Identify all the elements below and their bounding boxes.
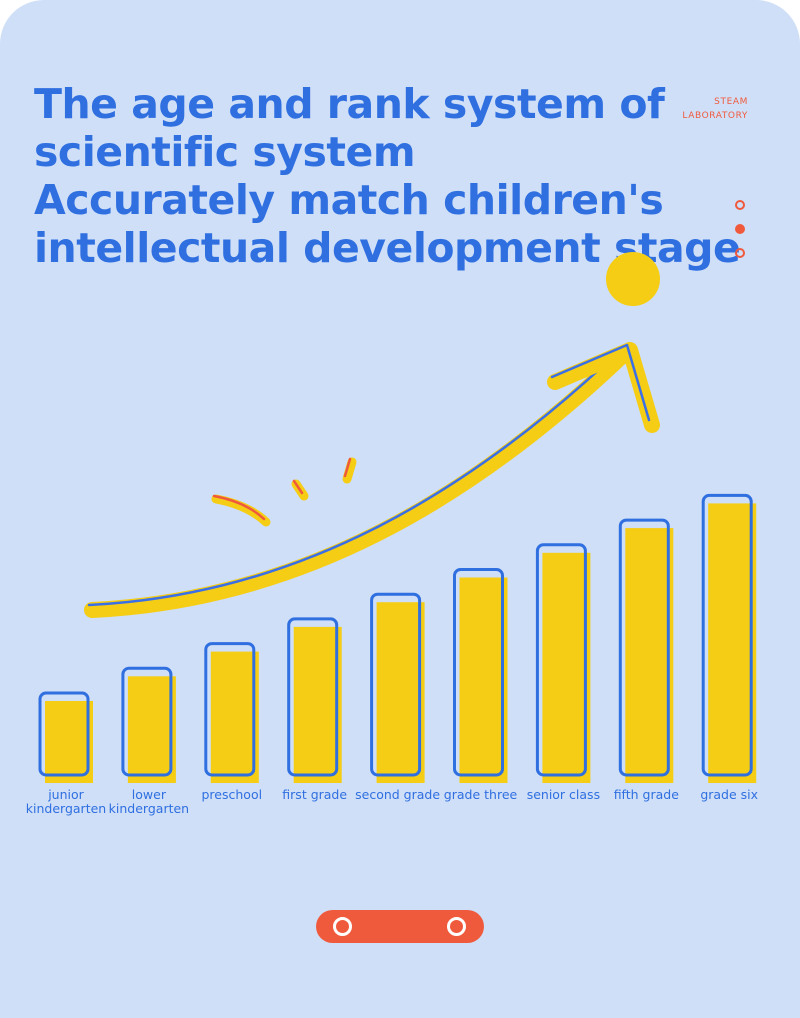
x-tick-label: first grade — [282, 787, 348, 802]
x-tick-label: preschool — [201, 787, 263, 802]
bar-fill — [376, 602, 425, 783]
pager-dot — [735, 248, 745, 258]
spark-mark-outline — [292, 479, 304, 495]
trend-arrow-head-fill — [547, 342, 660, 433]
trend-arrow-head-outline — [550, 343, 651, 422]
x-tick-label: lower kindergarten — [108, 787, 190, 816]
bar-fill — [708, 503, 757, 783]
brand-line-2: LABORATORY — [682, 111, 748, 121]
bar — [121, 666, 173, 777]
bar-fill — [542, 552, 591, 783]
bar — [370, 592, 422, 777]
headline: The age and rank system of scientific sy… — [34, 80, 741, 272]
bar — [618, 518, 670, 777]
headline-line-3: Accurately match children's — [34, 176, 664, 224]
pager-dot-active — [735, 224, 745, 234]
bar — [453, 568, 504, 777]
x-tick-label: senior class — [526, 787, 601, 802]
headline-line-2: scientific system — [34, 128, 416, 176]
bar — [535, 543, 587, 777]
pager-dot — [735, 200, 745, 210]
trend-arrow-shaft-fill — [84, 348, 630, 618]
bar-fill — [45, 701, 93, 783]
trend-arrow-shaft-outline — [87, 349, 621, 607]
pill-ring-left — [333, 917, 352, 936]
bar-fill — [293, 626, 342, 783]
bar-fill — [625, 528, 674, 783]
trend-arrow — [84, 342, 660, 618]
decorative-pill — [316, 910, 484, 943]
brand-line-1: STEAM — [714, 97, 748, 107]
brand-label: STEAM LABORATORY — [682, 95, 748, 123]
spark-mark — [211, 494, 271, 527]
bar — [38, 691, 90, 777]
spark-mark — [342, 457, 357, 484]
bar — [287, 617, 339, 777]
bar — [204, 642, 256, 777]
x-tick-label: junior kindergarten — [25, 787, 107, 816]
decorative-sparks — [211, 457, 357, 527]
x-tick-label: grade six — [700, 787, 759, 802]
spark-mark-outline — [343, 457, 352, 478]
bar-fill — [459, 577, 508, 783]
decorative-sun-circle — [606, 252, 660, 306]
bar-fill — [210, 651, 259, 783]
pill-ring-right — [447, 917, 466, 936]
bar-fill — [127, 676, 176, 783]
bar-group — [38, 493, 757, 783]
spark-mark-outline — [212, 494, 266, 521]
headline-line-1: The age and rank system of — [34, 80, 665, 128]
pager-dots — [735, 200, 749, 272]
bar — [701, 493, 753, 777]
x-tick-label: grade three — [443, 787, 518, 802]
x-tick-label: second grade — [355, 787, 441, 802]
x-tick-label: fifth grade — [613, 787, 679, 802]
